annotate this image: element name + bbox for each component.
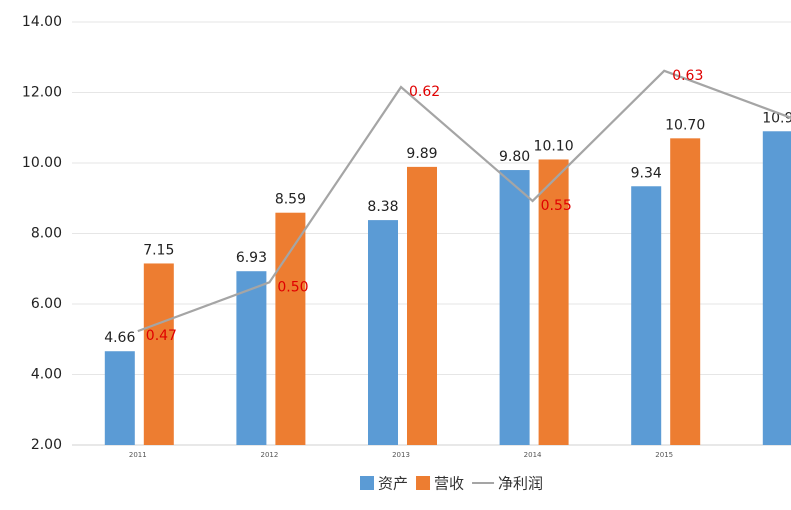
line-label: 0.55 [541,198,572,214]
legend-label: 营收 [434,475,464,493]
y-tick-label: 2.00 [31,437,62,453]
bar [407,166,437,445]
line-label: 0.50 [277,279,308,295]
bar-label: 10.10 [534,138,574,154]
y-tick-label: 10.00 [22,155,62,171]
bar [631,186,662,445]
line [137,69,791,333]
x-tick-label: 2015 [655,451,673,459]
bar-label: 9.80 [499,149,530,165]
line-label: 0.47 [146,328,177,344]
bar [143,263,174,445]
x-tick-label: 2011 [129,451,147,459]
bar [104,351,135,445]
bar [368,220,398,445]
y-tick-label: 14.00 [22,14,62,30]
bar-label: 4.66 [104,330,135,346]
x-tick-label: 2013 [392,451,410,459]
bar [762,131,791,445]
bar [236,271,267,445]
bar-label: 9.89 [406,146,437,162]
bar [670,138,701,445]
bar-label: 8.59 [275,192,306,208]
line-label: 0.62 [409,84,440,100]
bar-label: 9.34 [631,165,662,181]
legend-swatch [360,476,374,490]
x-tick-label: 2014 [524,451,542,459]
legend-swatch [416,476,431,490]
legend-label: 净利润 [498,475,543,493]
bar-label: 7.15 [143,242,174,258]
y-tick-label: 12.00 [22,85,62,101]
line-label: 0.63 [672,68,703,84]
x-tick-label: 2012 [260,451,278,459]
bar-label: 10.70 [665,117,705,133]
bar [275,212,306,445]
y-tick-label: 6.00 [31,296,62,312]
y-tick-label: 8.00 [31,226,62,242]
bar-label: 6.93 [236,250,267,266]
legend-label: 资产 [378,475,408,493]
y-tick-label: 4.00 [31,367,62,383]
bar [538,159,569,445]
bar-label: 8.38 [367,199,398,215]
bar [499,170,530,446]
